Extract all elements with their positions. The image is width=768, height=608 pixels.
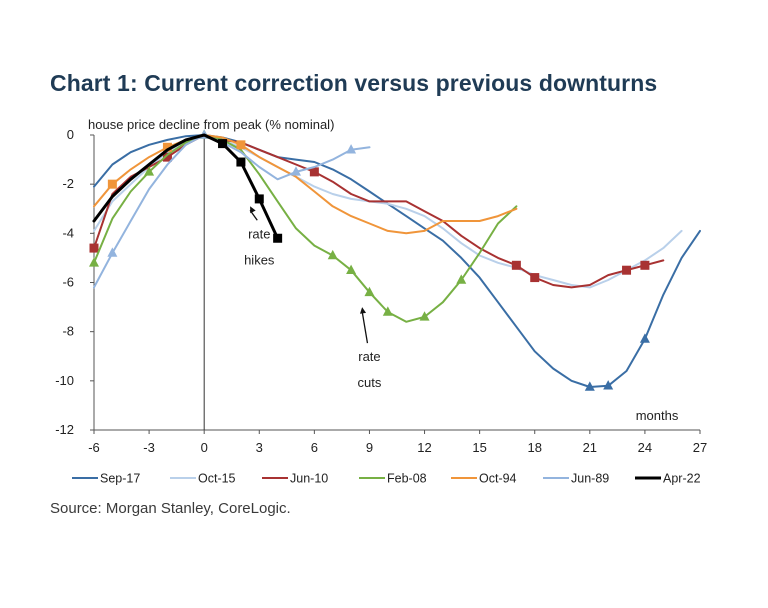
x-tick-label: 9 <box>366 440 373 455</box>
data-point-Feb-08 <box>346 264 357 274</box>
y-tick-label: -8 <box>62 324 74 339</box>
x-tick-label: 6 <box>311 440 318 455</box>
data-point-Jun-10 <box>511 260 521 270</box>
annotation-text: hikes <box>244 252 275 267</box>
data-point-Jun-10 <box>640 260 650 270</box>
data-point-Feb-08 <box>89 257 99 267</box>
legend-label-Jun-10: Jun-10 <box>290 472 328 486</box>
legend-label-Oct-15: Oct-15 <box>198 472 236 486</box>
data-point-Apr-22 <box>218 139 228 149</box>
data-point-Jun-89 <box>107 247 118 257</box>
data-point-Feb-08 <box>419 311 430 321</box>
data-point-Jun-89 <box>291 166 301 176</box>
y-tick-label: -12 <box>55 422 74 437</box>
data-point-Oct-94 <box>162 142 172 152</box>
x-axis-label: months <box>636 408 679 423</box>
legend-label-Sep-17: Sep-17 <box>100 472 140 486</box>
annotation-arrow <box>361 310 369 344</box>
x-tick-label: 0 <box>201 440 208 455</box>
x-tick-label: 18 <box>527 440 541 455</box>
y-tick-label: -4 <box>62 225 74 240</box>
series-line-Feb-08 <box>93 134 518 323</box>
y-tick-label: -10 <box>55 373 74 388</box>
legend-label-Apr-22: Apr-22 <box>663 472 701 486</box>
data-point-Feb-08 <box>456 274 467 284</box>
series-line-Oct-94 <box>93 134 518 235</box>
data-point-Oct-94 <box>236 140 246 150</box>
data-point-Feb-08 <box>382 306 393 316</box>
data-point-Jun-10 <box>622 265 632 275</box>
x-tick-label: -3 <box>143 440 155 455</box>
legend-label-Feb-08: Feb-08 <box>387 472 427 486</box>
series-line-Sep-17 <box>93 134 701 388</box>
data-point-Oct-94 <box>107 179 117 189</box>
annotations: rate hikes rate cuts <box>244 206 382 390</box>
data-point-Jun-89 <box>346 144 357 154</box>
y-tick-label: -2 <box>62 176 74 191</box>
data-point-Jun-10 <box>89 243 99 253</box>
y-axis-label: house price decline from peak (% nominal… <box>88 117 334 132</box>
data-point-Sep-17 <box>584 381 595 391</box>
data-point-Sep-17 <box>603 380 614 390</box>
annotation-text: rate <box>358 349 380 364</box>
data-point-Apr-22 <box>273 233 283 243</box>
legend-label-Oct-94: Oct-94 <box>479 472 517 486</box>
x-tick-label: 24 <box>638 440 652 455</box>
y-tick-label: 0 <box>67 127 74 142</box>
chart-title: Chart 1: Current correction versus previ… <box>50 70 658 96</box>
series-line-Jun-89 <box>93 134 371 289</box>
data-point-Jun-10 <box>530 273 540 283</box>
data-point-Jun-10 <box>162 152 172 162</box>
data-point-Apr-22 <box>254 194 264 204</box>
y-tick-label: -6 <box>62 275 74 290</box>
axes: 0 -2 -4 -6 -8 -10 -12 -6 -3 0 3 6 9 12 15 18 21 24 27 <box>55 127 707 455</box>
series-line-Apr-22 <box>92 133 280 240</box>
x-tick-label: 15 <box>472 440 486 455</box>
data-point-Feb-08 <box>327 249 338 260</box>
series-line-Jun-10 <box>93 134 665 289</box>
series-line-Oct-15 <box>93 134 683 289</box>
x-tick-label: 27 <box>693 440 707 455</box>
legend-label-Jun-89: Jun-89 <box>571 472 609 486</box>
data-point-Feb-08 <box>144 166 155 176</box>
x-tick-label: 21 <box>583 440 597 455</box>
data-point-Sep-17 <box>639 333 650 343</box>
data-point-Feb-08 <box>364 286 375 297</box>
data-point-Apr-22 <box>236 157 246 167</box>
data-point-Jun-10 <box>309 167 319 177</box>
source-note: Source: Morgan Stanley, CoreLogic. <box>50 500 291 517</box>
annotation-text: cuts <box>358 375 382 390</box>
x-tick-label: 12 <box>417 440 431 455</box>
legend: Sep-17 Oct-15 Jun-10 Feb-08 Oct-94 Jun-89 Apr-… <box>72 472 701 486</box>
annotation-arrowhead <box>250 206 256 214</box>
annotation-text: rate <box>248 226 270 241</box>
annotation-arrowhead <box>360 307 367 314</box>
series-lines <box>89 129 701 391</box>
x-tick-label: -6 <box>88 440 100 455</box>
x-tick-label: 3 <box>256 440 263 455</box>
